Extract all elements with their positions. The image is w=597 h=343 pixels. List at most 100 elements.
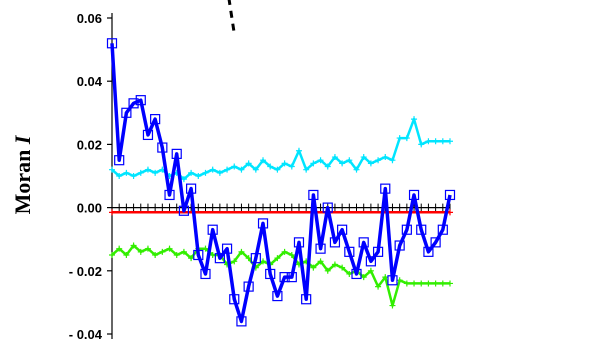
data-point (394, 240, 405, 251)
data-point (281, 160, 288, 167)
data-point (267, 163, 274, 170)
data-point (274, 255, 281, 262)
data-point (245, 255, 252, 262)
data-point (109, 166, 115, 173)
y-axis-title-italic: I (10, 134, 35, 145)
data-point (288, 252, 295, 258)
data-point (324, 163, 331, 170)
series-line (227, 0, 236, 35)
series-3 (109, 209, 453, 216)
y-axis-title: Moran I (10, 134, 35, 214)
data-point (171, 148, 182, 159)
data-point (216, 169, 223, 176)
data-point (351, 268, 362, 280)
data-point (418, 141, 425, 148)
data-point (310, 160, 317, 167)
y-tick-label: - 0.02 (69, 264, 102, 279)
data-point (207, 224, 218, 235)
data-point (310, 264, 317, 271)
data-point (358, 237, 369, 248)
data-point (293, 237, 305, 248)
data-point (109, 252, 115, 258)
data-point (152, 252, 159, 258)
data-point (308, 189, 319, 201)
data-point (346, 157, 353, 164)
data-point (173, 252, 180, 258)
data-point (439, 138, 446, 145)
data-point (166, 245, 173, 252)
data-point (252, 166, 259, 173)
data-point (144, 166, 151, 173)
data-point (137, 169, 144, 176)
data-point (360, 274, 367, 281)
data-point (389, 302, 396, 309)
data-point (295, 147, 302, 154)
data-point (401, 224, 412, 235)
data-point (339, 264, 346, 271)
data-point (188, 169, 195, 176)
data-point (396, 277, 403, 284)
data-point (159, 248, 166, 255)
data-point (265, 268, 276, 280)
data-point (346, 270, 353, 277)
data-point (411, 280, 418, 287)
data-point (137, 248, 144, 255)
data-point (164, 189, 175, 201)
data-point (301, 294, 312, 305)
data-point (437, 224, 448, 235)
data-point (180, 248, 187, 255)
data-point (229, 294, 240, 305)
data-point (344, 246, 355, 257)
data-point (238, 166, 245, 173)
data-point (279, 272, 290, 283)
data-point (130, 242, 137, 249)
data-point (152, 169, 159, 176)
data-point (274, 166, 281, 173)
data-point (423, 246, 434, 257)
series-line (110, 43, 452, 324)
data-point (288, 163, 295, 170)
data-point (186, 183, 197, 194)
data-point (178, 205, 190, 216)
data-point (331, 261, 338, 268)
data-point (389, 157, 396, 164)
y-tick-label: - 0.04 (69, 327, 103, 342)
data-point (188, 255, 195, 262)
data-point (324, 267, 331, 274)
data-point (375, 283, 382, 290)
data-point (365, 256, 376, 267)
series-1 (109, 116, 453, 183)
data-point (231, 258, 238, 265)
data-point (150, 114, 161, 125)
data-point (339, 160, 346, 167)
data-point (116, 245, 123, 252)
data-point (396, 135, 403, 142)
data-point (360, 154, 367, 161)
data-point (209, 166, 216, 173)
y-axis: 0.06 0.04 0.02 0.00 - 0.02 - 0.04 (69, 11, 113, 342)
data-point (202, 245, 209, 252)
data-point (157, 142, 168, 153)
data-point (317, 258, 324, 265)
y-tick-label: 0.06 (77, 11, 102, 26)
data-point (209, 252, 216, 258)
data-point (193, 249, 204, 261)
series-4 (227, 0, 236, 35)
data-point (337, 224, 348, 235)
data-point (447, 280, 453, 287)
data-point (408, 189, 420, 201)
data-point (372, 246, 384, 257)
data-point (236, 316, 247, 327)
data-point (353, 166, 360, 173)
data-point (144, 245, 151, 252)
y-tick-label: 0.04 (77, 74, 103, 89)
data-point (121, 107, 132, 118)
data-point (260, 258, 267, 265)
data-point (116, 173, 123, 179)
data-point (425, 138, 432, 145)
data-point (123, 252, 130, 258)
data-point (114, 155, 125, 166)
data-point (231, 163, 238, 170)
data-point (195, 173, 202, 179)
data-point (380, 183, 391, 194)
